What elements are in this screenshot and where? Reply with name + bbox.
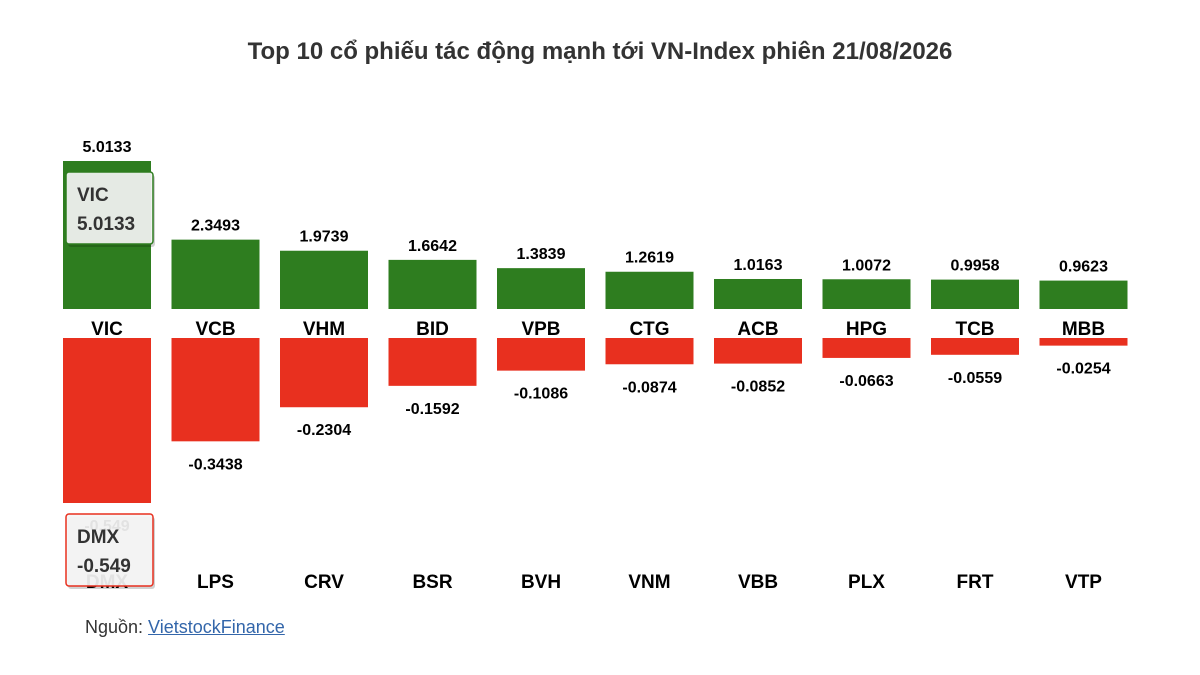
- positive-bars: 5.0133 VIC 2.3493 VCB 1.9739 VHM 1.6642 BID 1.38…: [63, 139, 1128, 340]
- source-line: Nguồn: VietstockFinance: [85, 617, 285, 638]
- negative-bar-vnm[interactable]: [605, 338, 694, 365]
- positive-category-label-hpg: HPG: [846, 319, 887, 340]
- positive-value-label-vhm: 1.9739: [300, 229, 349, 246]
- tooltip-name: VIC: [77, 185, 109, 206]
- positive-bar-vcb[interactable]: [171, 239, 260, 309]
- negative-value-label-bvh: -0.1086: [514, 386, 568, 403]
- negative-category-label-bsr: BSR: [412, 572, 452, 593]
- positive-bar-vpb[interactable]: [497, 268, 585, 309]
- negative-value-label-vbb: -0.0852: [731, 379, 785, 396]
- negative-category-label-plx: PLX: [848, 572, 885, 593]
- positive-category-label-ctg: CTG: [629, 319, 669, 340]
- negative-category-label-vtp: VTP: [1065, 572, 1102, 593]
- positive-category-label-vic: VIC: [91, 319, 123, 340]
- positive-category-label-vcb: VCB: [195, 319, 235, 340]
- negative-value-label-vtp: -0.0254: [1056, 361, 1110, 378]
- tooltip-name: DMX: [77, 527, 120, 548]
- positive-bar-vhm[interactable]: [280, 250, 368, 309]
- negative-value-label-frt: -0.0559: [948, 370, 1002, 387]
- positive-category-label-mbb: MBB: [1062, 319, 1105, 340]
- chart-title: Top 10 cổ phiếu tác động mạnh tới VN-Ind…: [247, 38, 953, 65]
- negative-bar-bsr[interactable]: [388, 338, 477, 386]
- positive-bar-bid[interactable]: [388, 259, 477, 309]
- negative-bar-vtp[interactable]: [1039, 338, 1128, 346]
- positive-bar-hpg[interactable]: [822, 279, 911, 309]
- positive-bar-ctg[interactable]: [605, 271, 694, 309]
- positive-value-label-vpb: 1.3839: [517, 246, 566, 263]
- negative-bar-crv[interactable]: [280, 338, 368, 408]
- tooltips: VIC 5.0133 DMX -0.549: [65, 171, 155, 589]
- negative-category-label-crv: CRV: [304, 572, 344, 593]
- positive-value-label-bid: 1.6642: [408, 238, 457, 255]
- tooltip-value: 5.0133: [77, 214, 135, 235]
- positive-value-label-vic: 5.0133: [83, 139, 132, 156]
- negative-bar-plx[interactable]: [822, 338, 911, 358]
- tooltip-box: [65, 171, 154, 245]
- negative-value-label-bsr: -0.1592: [405, 401, 459, 418]
- negative-category-label-frt: FRT: [957, 572, 994, 593]
- negative-bar-bvh[interactable]: [497, 338, 585, 371]
- negative-category-label-bvh: BVH: [521, 572, 561, 593]
- positive-bar-tcb[interactable]: [931, 279, 1019, 309]
- negative-category-label-lps: LPS: [197, 572, 234, 593]
- negative-value-label-vnm: -0.0874: [622, 379, 676, 396]
- negative-category-label-vnm: VNM: [628, 572, 670, 593]
- negative-category-label-vbb: VBB: [738, 572, 778, 593]
- negative-bars: -0.549 DMX -0.3438 LPS -0.2304 CRV -0.1592 BSR -…: [63, 338, 1128, 593]
- positive-category-label-tcb: TCB: [955, 319, 994, 340]
- negative-value-label-lps: -0.3438: [188, 456, 242, 473]
- positive-category-label-acb: ACB: [737, 319, 778, 340]
- positive-value-label-mbb: 0.9623: [1059, 259, 1108, 276]
- tooltip-dmx: DMX -0.549: [65, 513, 155, 589]
- negative-bar-dmx[interactable]: [63, 338, 151, 503]
- negative-bar-frt[interactable]: [931, 338, 1019, 355]
- negative-bar-lps[interactable]: [171, 338, 260, 442]
- positive-bar-acb[interactable]: [714, 278, 802, 309]
- positive-category-label-vhm: VHM: [303, 319, 345, 340]
- positive-category-label-bid: BID: [416, 319, 449, 340]
- positive-value-label-tcb: 0.9958: [951, 258, 1000, 275]
- tooltip-box: [65, 513, 154, 587]
- negative-value-label-crv: -0.2304: [297, 422, 351, 439]
- positive-value-label-vcb: 2.3493: [191, 218, 240, 235]
- negative-value-label-plx: -0.0663: [839, 373, 893, 390]
- positive-value-label-ctg: 1.2619: [625, 250, 674, 267]
- tooltip-value: -0.549: [77, 556, 131, 577]
- source-link[interactable]: VietstockFinance: [148, 617, 285, 637]
- positive-category-label-vpb: VPB: [521, 319, 560, 340]
- negative-bar-vbb[interactable]: [714, 338, 802, 364]
- positive-value-label-acb: 1.0163: [734, 257, 783, 274]
- positive-value-label-hpg: 1.0072: [842, 257, 891, 274]
- positive-bar-mbb[interactable]: [1039, 280, 1128, 309]
- source-prefix: Nguồn:: [85, 617, 149, 637]
- tooltip-vic: VIC 5.0133: [65, 171, 155, 247]
